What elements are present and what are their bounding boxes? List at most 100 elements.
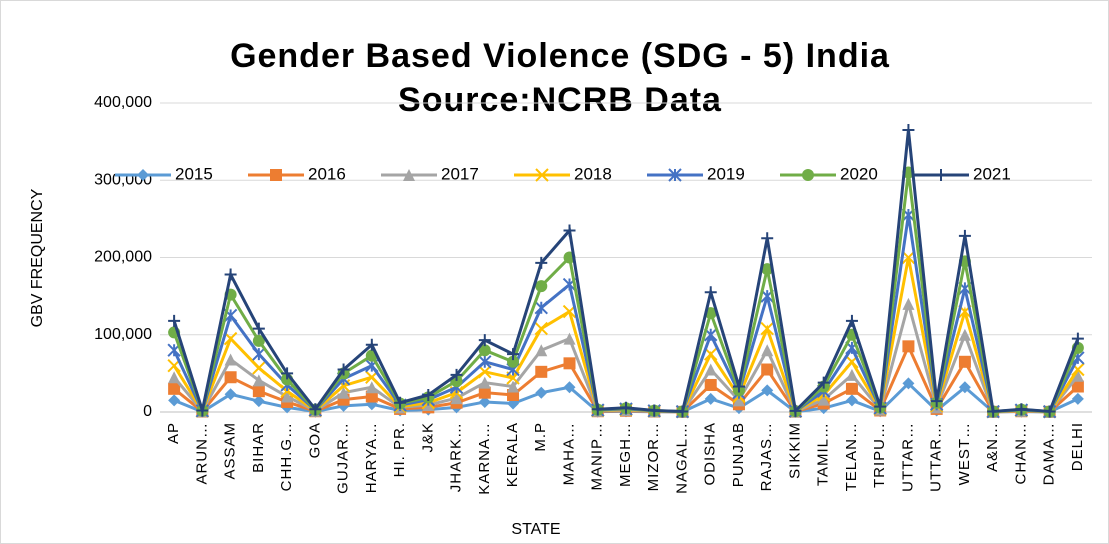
marker: [704, 363, 717, 376]
x-tick-label: NAGAL…: [673, 422, 690, 494]
x-tick-label: ASSAM: [222, 422, 239, 480]
marker: [168, 371, 181, 384]
x-tick-label: GOA: [306, 422, 323, 458]
x-tick-label: M.P: [532, 422, 549, 452]
marker: [252, 385, 265, 398]
marker: [958, 229, 971, 242]
x-tick-label: BIHAR: [250, 422, 267, 473]
marker: [732, 394, 745, 407]
marker: [902, 297, 915, 310]
marker: [478, 365, 492, 379]
marker: [648, 404, 661, 417]
legend-label: 2015: [175, 164, 213, 183]
marker: [507, 389, 520, 402]
marker: [1071, 369, 1084, 382]
marker: [902, 124, 915, 137]
marker: [761, 384, 774, 397]
marker: [761, 263, 774, 276]
x-tick-label: KERALA: [504, 422, 521, 487]
legend-label: 2017: [441, 164, 479, 183]
x-tick-label: KARNA…: [476, 422, 493, 495]
marker: [563, 224, 576, 237]
marker: [252, 322, 265, 335]
x-tick-label: TAMIL…: [815, 422, 832, 486]
marker: [958, 381, 971, 394]
x-tick-label: CHH.G…: [278, 422, 295, 491]
marker: [478, 386, 491, 399]
marker: [534, 301, 548, 315]
marker: [168, 382, 181, 395]
marker: [935, 169, 947, 181]
marker: [281, 390, 294, 403]
marker: [535, 256, 548, 269]
marker: [563, 332, 576, 345]
marker: [902, 377, 915, 390]
marker: [394, 396, 407, 409]
marker: [732, 380, 745, 393]
marker: [845, 382, 858, 395]
marker: [478, 344, 491, 357]
x-tick-label: UTTAR…: [899, 422, 916, 492]
marker: [563, 357, 576, 370]
x-tick-label: AP: [165, 422, 182, 444]
x-tick-label: A&N…: [984, 422, 1001, 472]
marker: [309, 403, 322, 416]
marker: [901, 250, 916, 265]
marker: [704, 378, 717, 391]
marker: [789, 404, 802, 417]
marker: [1043, 405, 1056, 418]
legend-label: 2018: [574, 164, 612, 183]
marker: [535, 386, 548, 399]
marker: [704, 286, 717, 299]
marker: [507, 355, 520, 368]
marker: [168, 314, 181, 327]
legend-label: 2020: [840, 164, 878, 183]
x-tick-label: PUNJAB: [730, 422, 747, 487]
marker: [252, 395, 265, 408]
x-tick-label: J&K: [419, 422, 436, 453]
marker: [478, 395, 491, 408]
marker: [196, 404, 209, 417]
marker: [478, 376, 491, 389]
marker: [337, 386, 350, 399]
marker: [337, 363, 350, 376]
x-tick-label: MIZOR…: [645, 422, 662, 491]
marker: [224, 388, 237, 401]
x-tick-label: RAJAS…: [758, 422, 775, 491]
x-tick-label: HI. PR.: [391, 422, 408, 477]
marker: [1071, 380, 1084, 393]
marker: [252, 347, 266, 361]
marker: [507, 380, 520, 393]
legend-label: 2019: [707, 164, 745, 183]
legend-label: 2016: [308, 164, 346, 183]
marker: [668, 168, 682, 182]
x-tick-label: DELHI: [1069, 422, 1086, 471]
x-tick-label: MANIP…: [589, 422, 606, 491]
chart-subtitle: Source:NCRB Data: [398, 81, 722, 119]
marker: [1071, 332, 1084, 345]
marker: [252, 361, 266, 375]
marker: [902, 340, 915, 353]
x-tick-label: MAHA…: [560, 422, 577, 485]
marker: [168, 394, 181, 407]
marker: [224, 353, 237, 366]
marker: [817, 376, 830, 389]
x-tick-label: CHAN…: [1012, 422, 1029, 485]
marker: [760, 321, 774, 336]
x-tick-label: TELAN…: [843, 422, 860, 491]
y-tick-label: 100,000: [94, 326, 152, 343]
marker: [704, 392, 717, 405]
chart-title: Gender Based Violence (SDG - 5) India: [230, 37, 890, 75]
x-tick-label: MEGH…: [617, 422, 634, 487]
marker: [137, 169, 149, 181]
marker: [223, 331, 238, 346]
x-tick-label: ARUN…: [193, 422, 210, 485]
marker: [365, 338, 378, 351]
marker: [563, 381, 576, 394]
marker: [591, 403, 604, 416]
marker: [1071, 392, 1084, 405]
marker: [535, 344, 548, 357]
marker: [252, 334, 265, 347]
marker: [535, 280, 548, 293]
x-tick-label: WEST…: [956, 422, 973, 485]
